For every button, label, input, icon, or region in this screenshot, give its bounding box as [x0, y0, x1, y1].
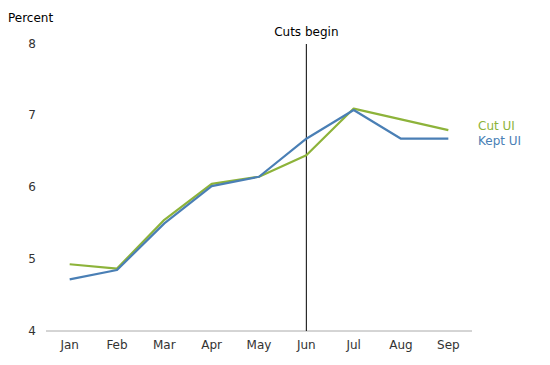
- chart: 4 5 6 7 8 Jan Feb Mar Apr May Jun Jul Aug Sep Percent C…: [0, 0, 550, 365]
- y-tick-label: 4: [28, 324, 36, 338]
- series-line: [70, 110, 449, 279]
- y-axis-label: Percent: [8, 11, 53, 25]
- x-tick-label: Jun: [296, 338, 316, 352]
- x-tick-label: Jul: [345, 338, 360, 352]
- x-tick-label: Aug: [389, 338, 412, 352]
- x-tick-label: Jan: [59, 338, 79, 352]
- x-tick-label: Sep: [437, 338, 460, 352]
- plot-area: [70, 109, 449, 280]
- x-axis-line: [46, 331, 472, 332]
- x-tick-label: Mar: [153, 338, 176, 352]
- series-label: Kept UI: [478, 134, 521, 148]
- series-label: Cut UI: [478, 119, 515, 133]
- x-tick-label: Apr: [201, 338, 222, 352]
- y-tick-label: 6: [28, 180, 36, 194]
- y-tick-label: 7: [28, 108, 36, 122]
- annotation-text: Cuts begin: [274, 25, 338, 39]
- x-tick-label: Feb: [106, 338, 127, 352]
- x-tick-label: May: [247, 338, 272, 352]
- y-tick-label: 5: [28, 252, 36, 266]
- annotation-line: [306, 44, 307, 331]
- y-tick-label: 8: [28, 37, 36, 51]
